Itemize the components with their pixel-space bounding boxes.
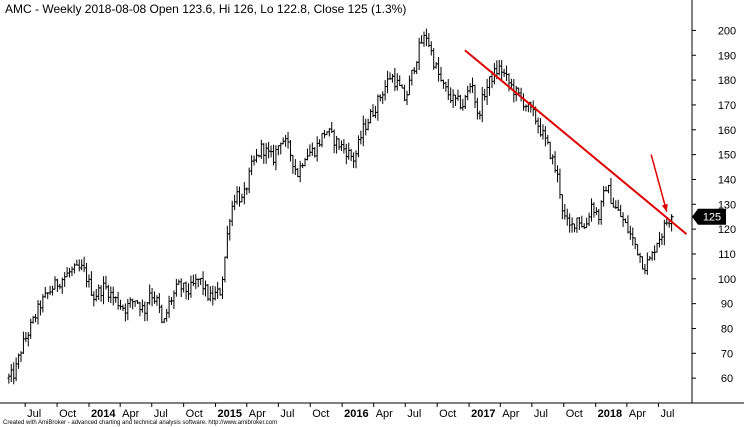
arrow-shaft bbox=[650, 154, 668, 212]
y-tick-label: 120 bbox=[718, 224, 736, 236]
x-tick-label: Oct bbox=[186, 408, 203, 420]
y-tick-label: 70 bbox=[721, 348, 733, 360]
x-tick-label: Jul bbox=[407, 408, 421, 420]
x-tick-label: Apr bbox=[502, 408, 519, 420]
y-tick-label: 180 bbox=[718, 75, 736, 87]
x-tick-label: 2018 bbox=[598, 408, 622, 420]
trendline bbox=[464, 49, 688, 235]
y-tick-label: 130 bbox=[718, 199, 736, 211]
x-tick-label: Oct bbox=[439, 408, 456, 420]
x-tick-label: Jul bbox=[534, 408, 548, 420]
y-tick-label: 80 bbox=[721, 323, 733, 335]
y-tick-label: 100 bbox=[718, 274, 736, 286]
y-tick-label: 160 bbox=[718, 125, 736, 137]
x-tick-label: Apr bbox=[122, 408, 139, 420]
x-tick-label: Oct bbox=[566, 408, 583, 420]
footer-credit: Created with AmiBroker - advanced charti… bbox=[3, 420, 277, 426]
x-tick-label: Jul bbox=[280, 408, 294, 420]
x-tick-label: Oct bbox=[59, 408, 76, 420]
x-tick-label: Jul bbox=[27, 408, 41, 420]
price-tag-label: 125 bbox=[703, 212, 721, 224]
x-tick-label: Oct bbox=[312, 408, 329, 420]
y-tick-label: 200 bbox=[718, 25, 736, 37]
x-tick-label: Apr bbox=[629, 408, 646, 420]
x-tick-label: Jul bbox=[660, 408, 674, 420]
y-tick-label: 170 bbox=[718, 100, 736, 112]
x-tick-label: Apr bbox=[376, 408, 393, 420]
y-tick-label: 60 bbox=[721, 373, 733, 385]
y-tick-label: 110 bbox=[718, 249, 736, 261]
annotations bbox=[464, 49, 688, 235]
chart-title: AMC - Weekly 2018-08-08 Open 123.6, Hi 1… bbox=[5, 2, 406, 16]
arrow-head bbox=[661, 203, 668, 212]
x-tick-label: 2014 bbox=[91, 408, 116, 420]
price-tag: 125 bbox=[692, 208, 726, 225]
y-tick-label: 150 bbox=[718, 150, 736, 162]
y-tick-label: 190 bbox=[718, 50, 736, 62]
x-tick-label: 2015 bbox=[218, 408, 242, 420]
x-tick-label: Jul bbox=[154, 408, 168, 420]
x-tick-label: 2016 bbox=[344, 408, 368, 420]
y-axis: 60 70 80 90 100 110 120 130 140 150 160 170 180 190 20… bbox=[691, 0, 736, 403]
y-tick-label: 90 bbox=[721, 299, 733, 311]
y-tick-label: 140 bbox=[718, 174, 736, 186]
price-tag-box bbox=[692, 208, 726, 225]
x-tick-label: 2017 bbox=[471, 408, 495, 420]
x-tick-label: Apr bbox=[249, 408, 266, 420]
x-axis: Jul Oct 2014 Apr Jul Oct 2015 Apr Jul Oct 2016 Apr J… bbox=[0, 402, 744, 420]
price-bars bbox=[7, 28, 674, 385]
